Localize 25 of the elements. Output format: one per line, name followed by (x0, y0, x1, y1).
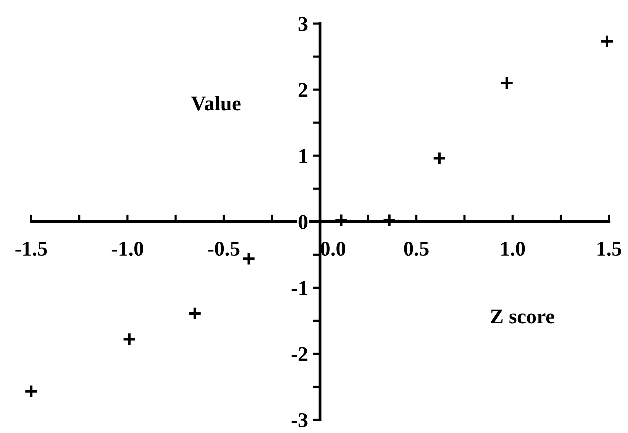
point (24, 384, 38, 399)
x-tick-label: -0.5 (208, 242, 240, 256)
y-tick-label: 2 (298, 83, 308, 98)
x-tick-label: -1.0 (112, 242, 144, 256)
point (382, 214, 397, 228)
x-tick-label: 1.0 (502, 242, 526, 256)
point (432, 151, 447, 166)
x-axis-title: Z score (490, 310, 554, 324)
y-tick-label: -1 (292, 281, 308, 296)
point (188, 306, 202, 321)
x-tick-label: -1.5 (16, 242, 48, 256)
y-tick-label: -2 (292, 347, 308, 362)
point (242, 252, 256, 266)
point (122, 332, 137, 347)
x-tick-label: 0.5 (404, 242, 429, 256)
y-axis-title: Value (191, 96, 241, 111)
point (500, 76, 514, 90)
y-tick-label: 3 (298, 17, 308, 32)
point (600, 34, 614, 49)
x-tick-label: 0.0 (321, 242, 346, 256)
point (334, 214, 349, 228)
y-tick-label: 1 (300, 149, 308, 164)
y-tick-label: -3 (292, 413, 308, 428)
y-tick-label: 0 (298, 215, 308, 230)
x-tick-label: 1.5 (598, 242, 622, 256)
